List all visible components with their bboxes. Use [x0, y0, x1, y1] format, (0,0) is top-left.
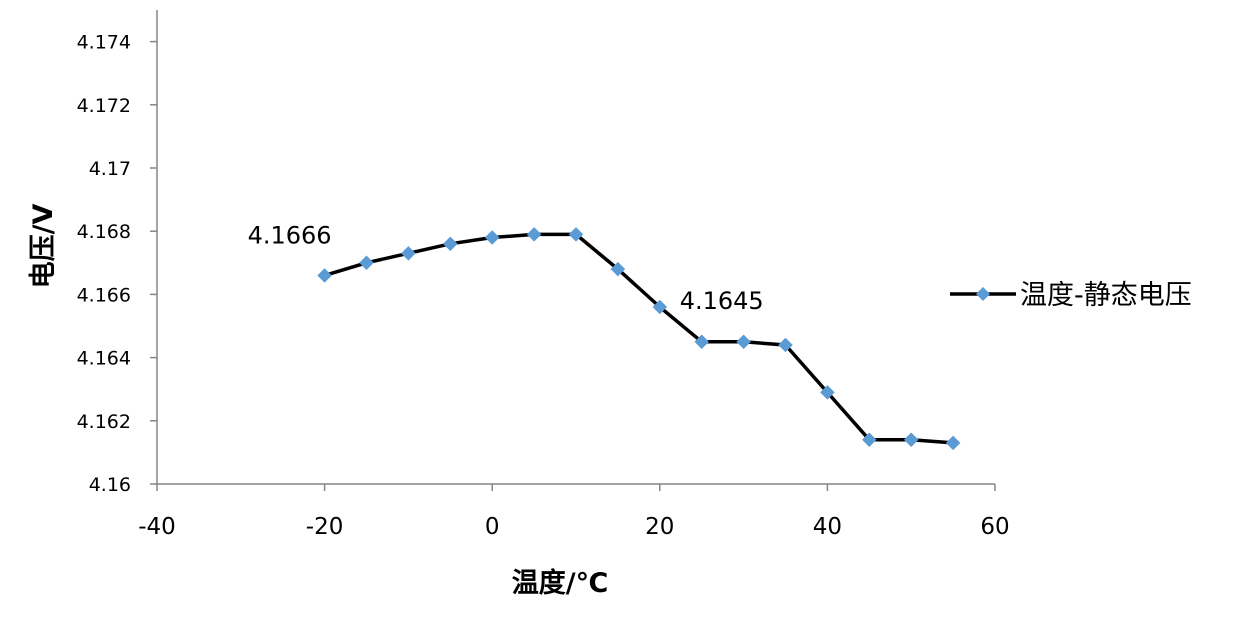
y-tick-label: 4.168	[77, 221, 131, 243]
legend-marker-sample	[976, 287, 990, 301]
series-line	[324, 232, 954, 445]
data-point-marker	[903, 432, 919, 448]
y-tick-label: 4.164	[77, 348, 131, 370]
y-tick-label: 4.166	[77, 284, 131, 306]
x-tick-label: 40	[813, 514, 842, 540]
data-label: 4.1666	[248, 221, 332, 249]
data-point-marker	[820, 385, 835, 400]
x-tick-label: 60	[980, 514, 1009, 540]
y-tick-label: 4.17	[89, 158, 131, 180]
data-point-marker	[736, 334, 751, 350]
data-label: 4.1645	[680, 287, 764, 315]
data-point-marker	[694, 334, 710, 350]
data-point-marker	[359, 255, 374, 271]
data-point-marker	[317, 268, 332, 283]
data-point-marker	[442, 236, 458, 252]
legend: 温度-静态电压	[950, 280, 1192, 311]
tick-labels: 4.16 4.162 4.164 4.166 4.168 4.17 4.172 4.174 -4…	[77, 32, 1010, 540]
data-point-marker	[778, 337, 793, 353]
x-tick-label: -40	[138, 514, 176, 540]
data-point-marker	[945, 435, 961, 451]
x-tick-label: -20	[306, 514, 344, 540]
data-labels: 4.1666 4.1645	[248, 221, 764, 314]
legend-label: 温度-静态电压	[1020, 280, 1192, 311]
series-layer	[317, 227, 961, 451]
x-axis-title: 温度/℃	[512, 567, 609, 599]
x-tick-label: 20	[645, 514, 674, 540]
data-point-marker	[861, 432, 877, 448]
data-point-marker	[610, 261, 626, 277]
y-axis-title: 电压/V	[28, 204, 59, 289]
axes	[150, 10, 996, 491]
data-point-marker	[568, 227, 584, 242]
data-point-marker	[484, 230, 500, 245]
y-tick-label: 4.172	[77, 95, 131, 117]
x-tick-label: 0	[485, 514, 500, 540]
data-point-marker	[526, 227, 542, 242]
data-point-marker	[401, 245, 416, 261]
y-tick-label: 4.16	[89, 474, 131, 496]
data-point-marker	[652, 299, 668, 315]
y-tick-label: 4.162	[77, 411, 131, 433]
y-tick-label: 4.174	[77, 32, 131, 54]
